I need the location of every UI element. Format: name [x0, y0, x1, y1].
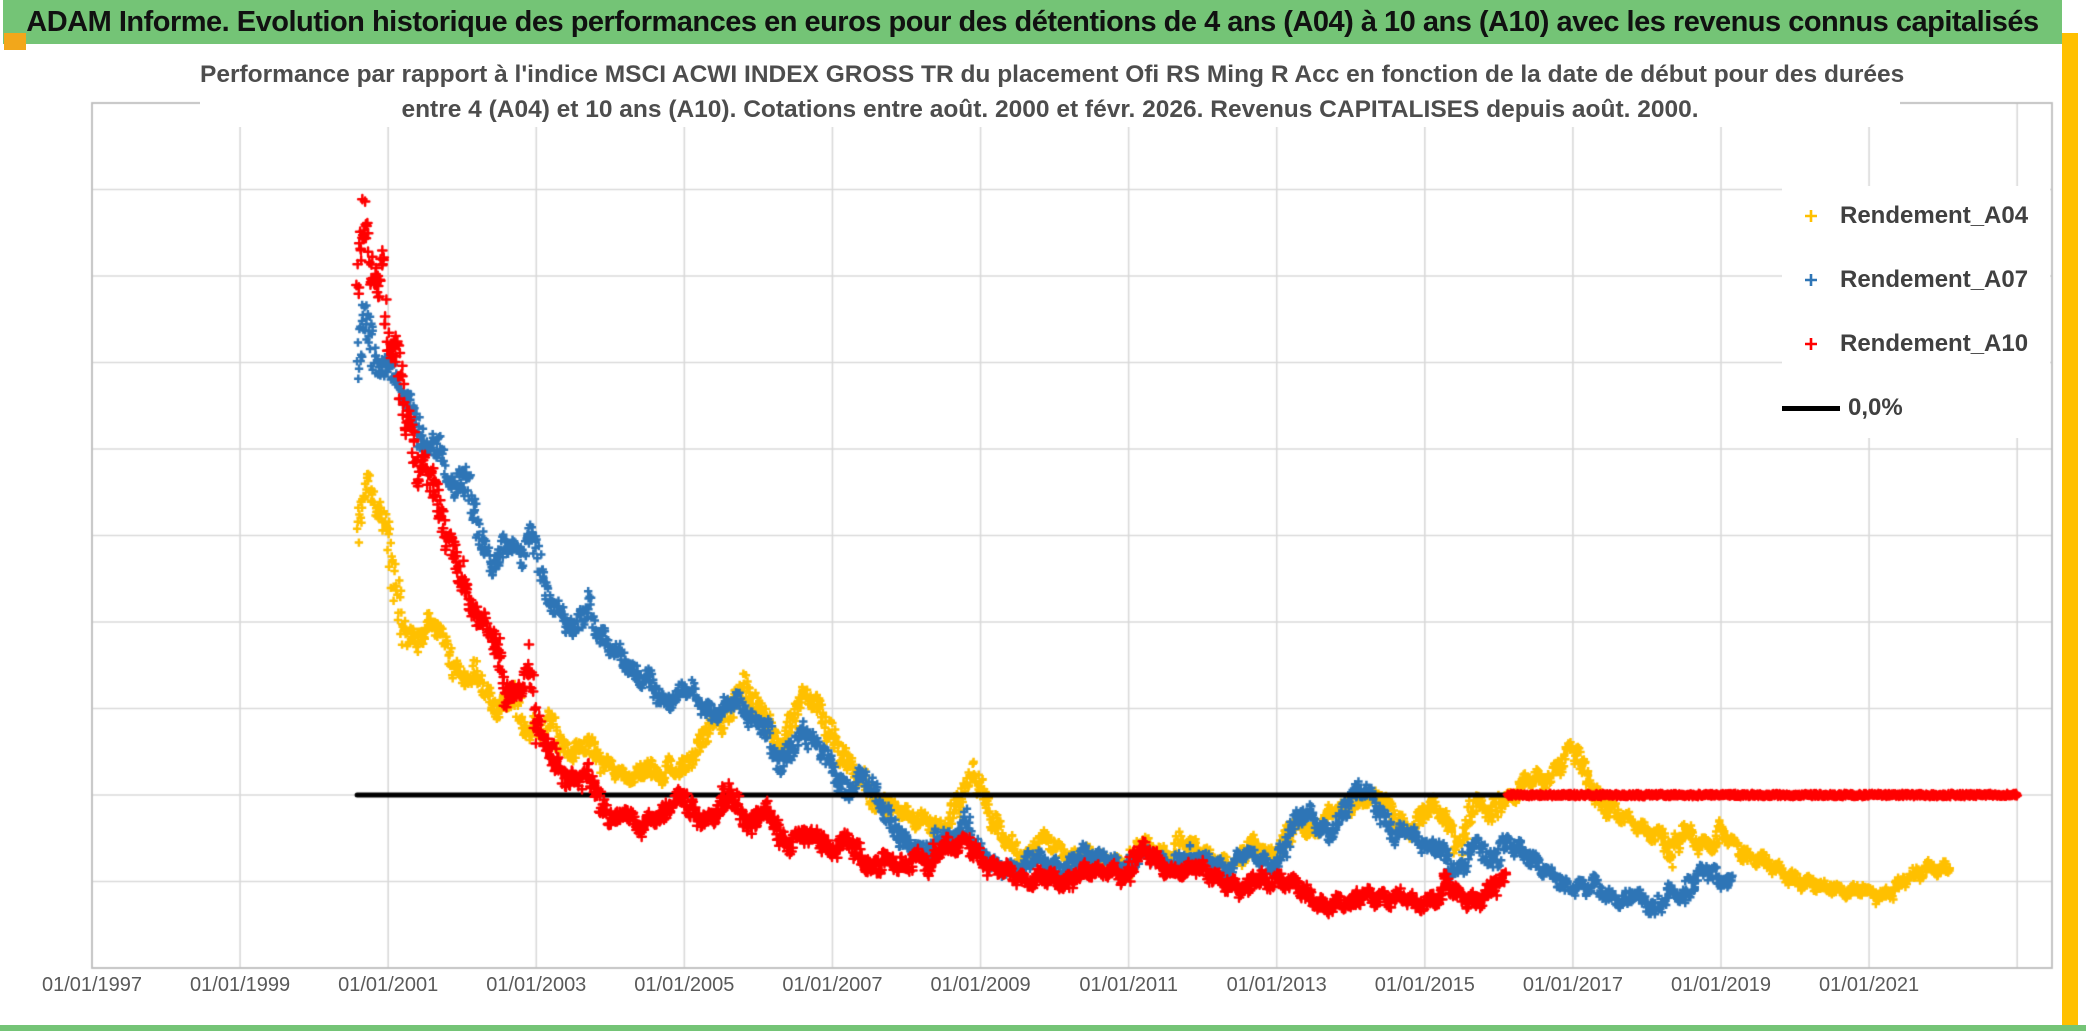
legend-item-rendement-a04: Rendement_A04 — [1782, 190, 2050, 242]
x-tick-label: 01/01/1999 — [190, 974, 291, 996]
plus-marker-icon — [1782, 336, 1840, 352]
x-tick-label: 01/01/2015 — [1374, 974, 1475, 996]
legend-item-rendement-a10: Rendement_A10 — [1782, 318, 2050, 370]
zero-line-icon — [1782, 405, 1840, 411]
plus-marker-icon — [1782, 272, 1840, 288]
chart-title: Performance par rapport à l'indice MSCI … — [200, 57, 1905, 127]
chart-title-line-1: Performance par rapport à l'indice MSCI … — [200, 61, 1905, 88]
legend-item-zero-line: 0,0% — [1782, 382, 2050, 434]
x-tick-label: 01/01/1997 — [41, 974, 143, 996]
x-tick-label: 01/01/2001 — [338, 974, 439, 996]
chart-title-line-2: entre 4 (A04) et 10 ans (A10). Cotations… — [401, 96, 1699, 123]
x-tick-label: 01/01/2021 — [1819, 974, 1920, 996]
x-tick-label: 01/01/2013 — [1226, 974, 1327, 996]
plus-marker-icon — [1782, 208, 1840, 224]
legend-label: Rendement_A04 — [1840, 202, 2029, 229]
x-tick-label: 01/01/2003 — [486, 974, 587, 996]
chart-legend: Rendement_A04 Rendement_A07 Rendement_A1… — [1782, 186, 2050, 438]
x-tick-label: 01/01/2011 — [1079, 974, 1178, 996]
x-tick-label: 01/01/2017 — [1522, 974, 1623, 996]
x-tick-label: 01/01/2005 — [634, 974, 735, 996]
legend-item-rendement-a07: Rendement_A07 — [1782, 254, 2050, 306]
x-tick-label: 01/01/2019 — [1670, 974, 1772, 996]
legend-label: Rendement_A10 — [1840, 330, 2029, 357]
legend-label: Rendement_A07 — [1840, 266, 2029, 293]
x-tick-label: 01/01/2007 — [782, 974, 883, 996]
legend-label: 0,0% — [1848, 394, 1903, 421]
x-tick-label: 01/01/2009 — [930, 974, 1031, 996]
